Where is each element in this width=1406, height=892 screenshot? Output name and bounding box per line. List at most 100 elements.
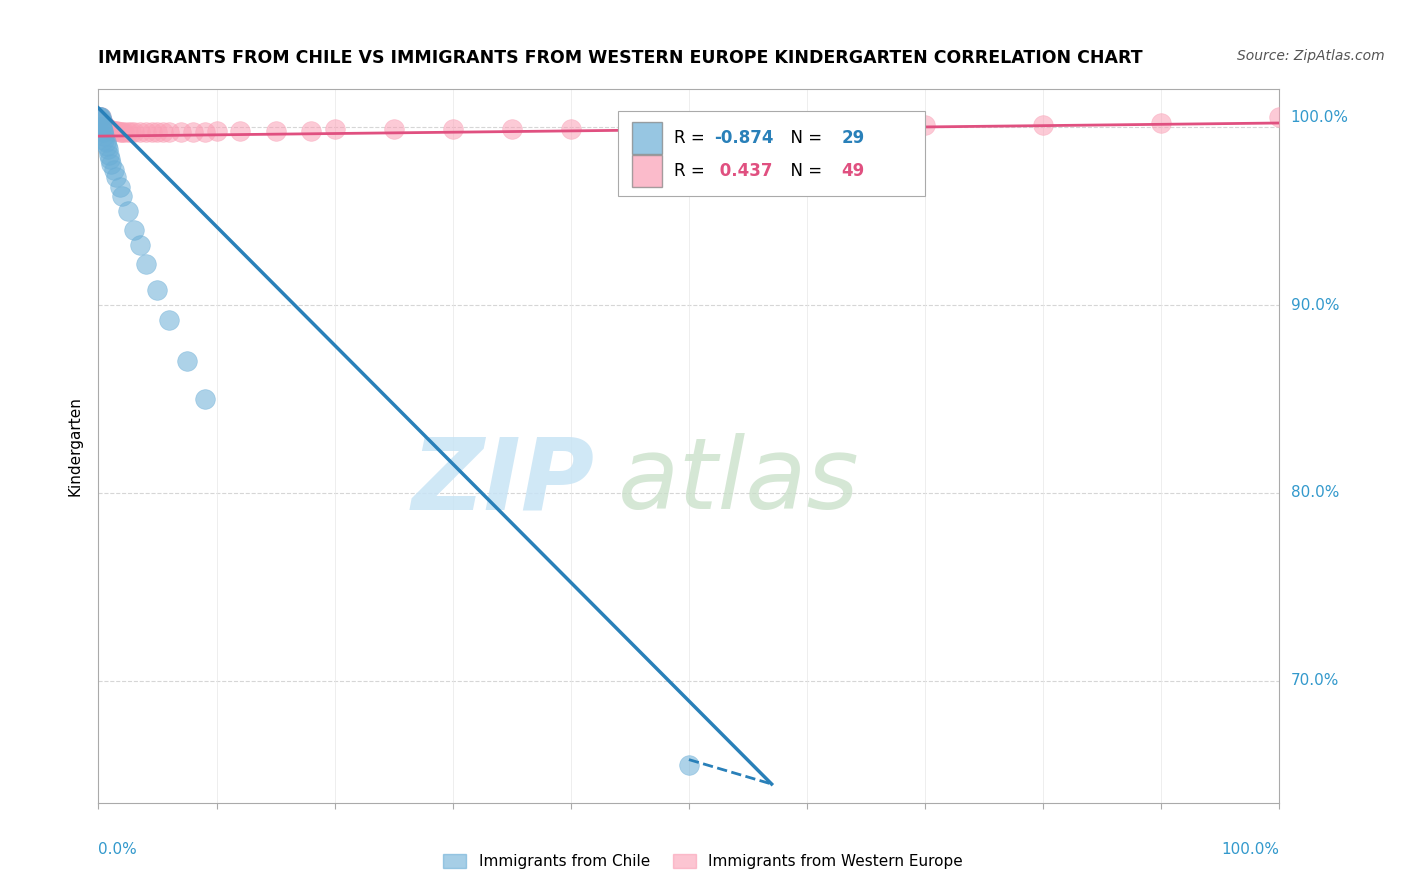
Point [441, 121, 464, 136]
Point [96, 121, 118, 136]
Point [1150, 116, 1173, 130]
Point [105, 123, 128, 137]
Text: 80.0%: 80.0% [1291, 485, 1339, 500]
Point [94, 135, 117, 149]
Text: ZIP: ZIP [412, 434, 595, 530]
FancyBboxPatch shape [633, 155, 662, 187]
Point [176, 354, 198, 368]
Point [108, 125, 131, 139]
Text: 0.0%: 0.0% [98, 842, 138, 856]
Point [103, 163, 125, 178]
Point [229, 123, 252, 137]
Point [90, 114, 112, 128]
Point [93, 120, 115, 134]
Point [121, 125, 143, 139]
Legend: Immigrants from Chile, Immigrants from Western Europe: Immigrants from Chile, Immigrants from W… [437, 848, 969, 875]
Text: 29: 29 [841, 128, 865, 146]
Point [501, 121, 523, 136]
Y-axis label: Kindergarten: Kindergarten [67, 396, 83, 496]
Point [98, 121, 121, 136]
FancyBboxPatch shape [619, 111, 925, 196]
Point [111, 189, 134, 203]
Point [194, 125, 217, 139]
FancyBboxPatch shape [633, 121, 662, 153]
Text: atlas: atlas [619, 434, 859, 530]
Point [117, 125, 139, 139]
Text: N =: N = [780, 162, 827, 180]
Point [105, 170, 128, 185]
Point [141, 125, 163, 139]
Point [135, 125, 157, 139]
Point [323, 121, 346, 136]
Text: R =: R = [673, 128, 710, 146]
Point [101, 123, 124, 137]
Point [97, 142, 120, 156]
Point [98, 148, 121, 162]
Point [1268, 111, 1291, 125]
Point [93, 129, 115, 144]
Point [89, 114, 111, 128]
Point [100, 157, 122, 171]
Text: 100.0%: 100.0% [1291, 110, 1348, 125]
Text: Source: ZipAtlas.com: Source: ZipAtlas.com [1237, 49, 1385, 63]
Point [678, 120, 700, 134]
Point [97, 121, 120, 136]
Point [122, 223, 145, 237]
Point [89, 111, 111, 125]
Point [146, 283, 169, 297]
Point [90, 111, 112, 125]
Point [91, 125, 114, 139]
Point [157, 125, 180, 139]
Point [146, 125, 169, 139]
Point [135, 257, 157, 271]
Text: 0.437: 0.437 [714, 162, 772, 180]
Point [128, 238, 150, 252]
Point [91, 118, 114, 132]
Point [382, 121, 405, 136]
Point [122, 125, 145, 139]
Point [619, 120, 641, 134]
Text: 70.0%: 70.0% [1291, 673, 1339, 689]
Point [181, 125, 204, 139]
Text: 100.0%: 100.0% [1222, 842, 1279, 856]
Point [264, 123, 287, 137]
Point [108, 179, 131, 194]
Point [91, 120, 114, 134]
Point [89, 111, 111, 125]
Point [91, 116, 114, 130]
Point [93, 133, 115, 147]
Point [91, 114, 114, 128]
Point [796, 120, 818, 134]
Point [91, 114, 114, 128]
Point [205, 123, 228, 137]
Point [914, 118, 936, 132]
Point [560, 121, 582, 136]
Point [170, 125, 193, 139]
Point [91, 116, 114, 130]
Text: R =: R = [673, 162, 710, 180]
Point [96, 138, 118, 153]
Point [112, 125, 135, 139]
Point [104, 123, 127, 137]
Point [94, 120, 117, 134]
Text: -0.874: -0.874 [714, 128, 773, 146]
Text: N =: N = [780, 128, 827, 146]
Text: IMMIGRANTS FROM CHILE VS IMMIGRANTS FROM WESTERN EUROPE KINDERGARTEN CORRELATION: IMMIGRANTS FROM CHILE VS IMMIGRANTS FROM… [98, 49, 1143, 67]
Point [157, 313, 180, 327]
Point [98, 152, 121, 166]
Point [678, 758, 700, 772]
Point [194, 392, 217, 406]
Point [152, 125, 174, 139]
Point [93, 118, 115, 132]
Point [89, 111, 111, 125]
Point [98, 123, 121, 137]
Point [1032, 118, 1054, 132]
Text: 90.0%: 90.0% [1291, 298, 1339, 313]
Point [91, 123, 114, 137]
Point [90, 111, 112, 125]
Point [299, 123, 322, 137]
Point [117, 204, 139, 219]
Point [128, 125, 150, 139]
Point [111, 125, 134, 139]
Point [90, 120, 112, 134]
